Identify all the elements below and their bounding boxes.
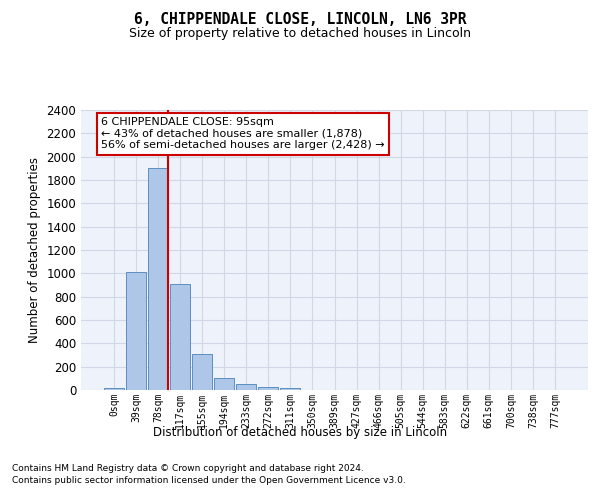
Bar <box>280 388 301 390</box>
Bar <box>259 386 278 390</box>
Text: Contains public sector information licensed under the Open Government Licence v3: Contains public sector information licen… <box>12 476 406 485</box>
Text: Distribution of detached houses by size in Lincoln: Distribution of detached houses by size … <box>153 426 447 439</box>
Text: 6, CHIPPENDALE CLOSE, LINCOLN, LN6 3PR: 6, CHIPPENDALE CLOSE, LINCOLN, LN6 3PR <box>134 12 466 28</box>
Bar <box>214 378 234 390</box>
Bar <box>236 384 256 390</box>
Y-axis label: Number of detached properties: Number of detached properties <box>28 157 41 343</box>
Bar <box>148 168 168 390</box>
Bar <box>192 354 212 390</box>
Bar <box>126 272 146 390</box>
Text: 6 CHIPPENDALE CLOSE: 95sqm
← 43% of detached houses are smaller (1,878)
56% of s: 6 CHIPPENDALE CLOSE: 95sqm ← 43% of deta… <box>101 117 385 150</box>
Bar <box>104 388 124 390</box>
Text: Contains HM Land Registry data © Crown copyright and database right 2024.: Contains HM Land Registry data © Crown c… <box>12 464 364 473</box>
Text: Size of property relative to detached houses in Lincoln: Size of property relative to detached ho… <box>129 28 471 40</box>
Bar <box>170 284 190 390</box>
